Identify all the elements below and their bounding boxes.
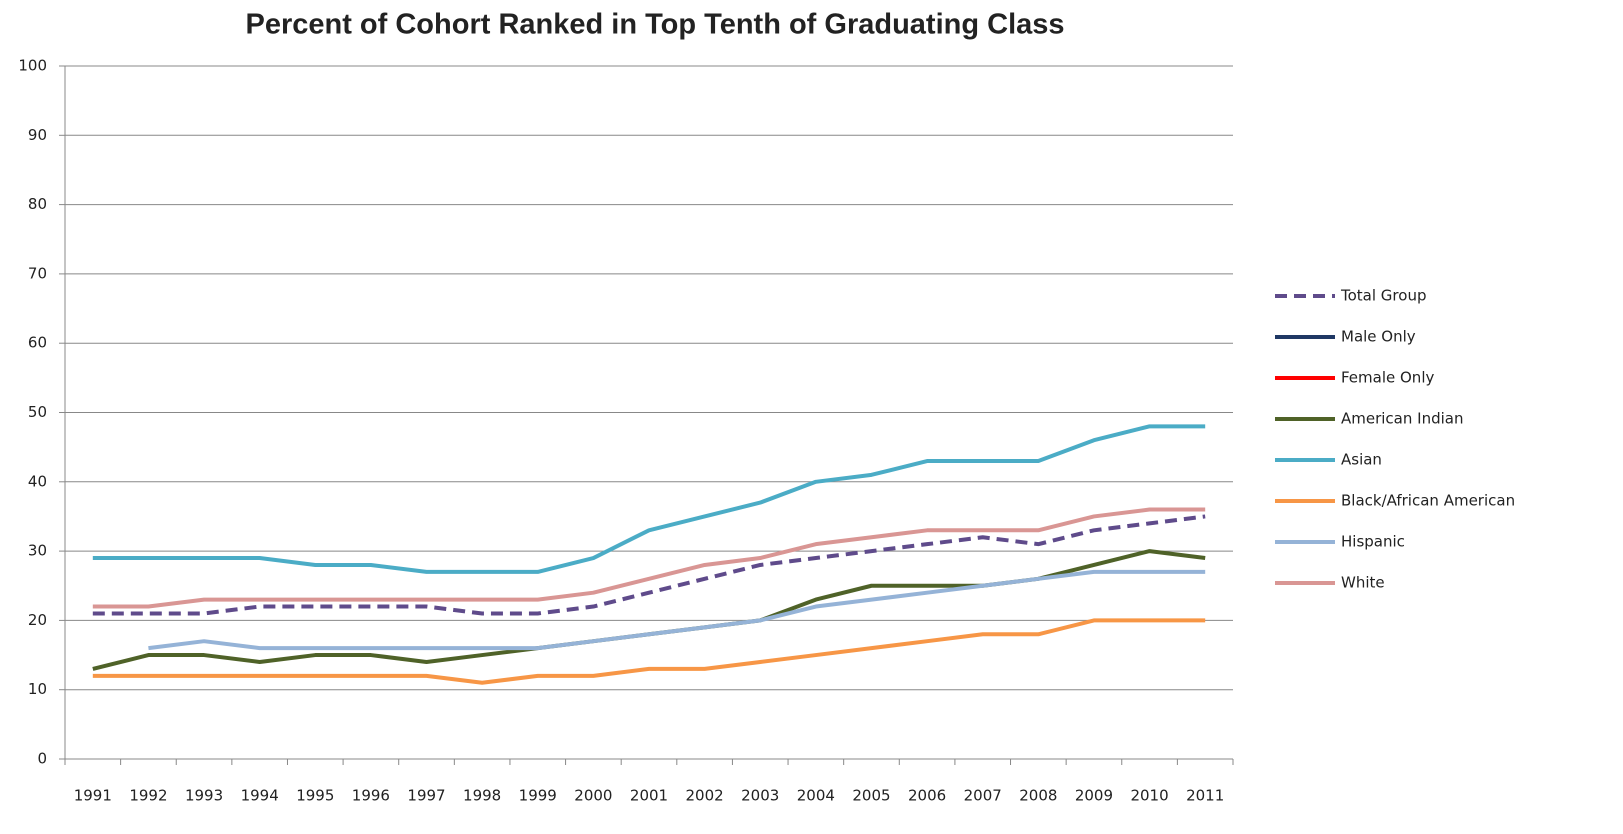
x-tick-label: 1995 [296, 787, 334, 805]
y-tick-label: 60 [28, 334, 47, 352]
x-tick-label: 2001 [630, 787, 668, 805]
legend-label: Asian [1341, 451, 1382, 469]
x-tick-label: 2010 [1130, 787, 1168, 805]
x-tick-label: 2007 [964, 787, 1002, 805]
x-tick-label: 1999 [519, 787, 557, 805]
x-tick-label: 1994 [241, 787, 279, 805]
y-tick-label: 50 [28, 403, 47, 421]
y-tick-label: 40 [28, 472, 47, 490]
series-line [92, 618, 1206, 685]
legend-label: White [1341, 574, 1385, 592]
legend-label: Black/African American [1341, 492, 1515, 510]
x-tick-label: 2002 [686, 787, 724, 805]
y-tick-label: 80 [28, 195, 47, 213]
legend-label: Hispanic [1341, 533, 1405, 551]
x-tick-label: 2006 [908, 787, 946, 805]
x-tick-label: 1997 [407, 787, 445, 805]
x-tick-label: 2000 [574, 787, 612, 805]
y-tick-label: 70 [28, 264, 47, 282]
series-line [92, 424, 1206, 574]
y-tick-label: 30 [28, 542, 47, 560]
x-tick-label: 2004 [797, 787, 835, 805]
x-tick-label: 1998 [463, 787, 501, 805]
y-tick-label: 100 [18, 57, 47, 75]
legend-label: Female Only [1341, 369, 1434, 387]
legend-label: American Indian [1341, 410, 1463, 428]
x-tick-label: 2009 [1075, 787, 1113, 805]
y-tick-label: 20 [28, 611, 47, 629]
series-line [148, 569, 1206, 651]
legend-label: Male Only [1341, 328, 1416, 346]
y-tick-label: 10 [28, 680, 47, 698]
series-line [92, 507, 1206, 609]
x-tick-label: 1991 [74, 787, 112, 805]
series-line [92, 549, 1206, 671]
x-tick-label: 1993 [185, 787, 223, 805]
x-tick-label: 2008 [1019, 787, 1057, 805]
series-line [92, 514, 1206, 616]
x-tick-label: 2011 [1186, 787, 1224, 805]
x-tick-label: 2003 [741, 787, 779, 805]
y-tick-label: 90 [28, 126, 47, 144]
x-tick-label: 2005 [852, 787, 890, 805]
x-tick-label: 1996 [352, 787, 390, 805]
legend-label: Total Group [1340, 287, 1426, 305]
chart-title: Percent of Cohort Ranked in Top Tenth of… [245, 9, 1064, 41]
x-tick-label: 1992 [129, 787, 167, 805]
y-tick-label: 0 [37, 750, 47, 768]
